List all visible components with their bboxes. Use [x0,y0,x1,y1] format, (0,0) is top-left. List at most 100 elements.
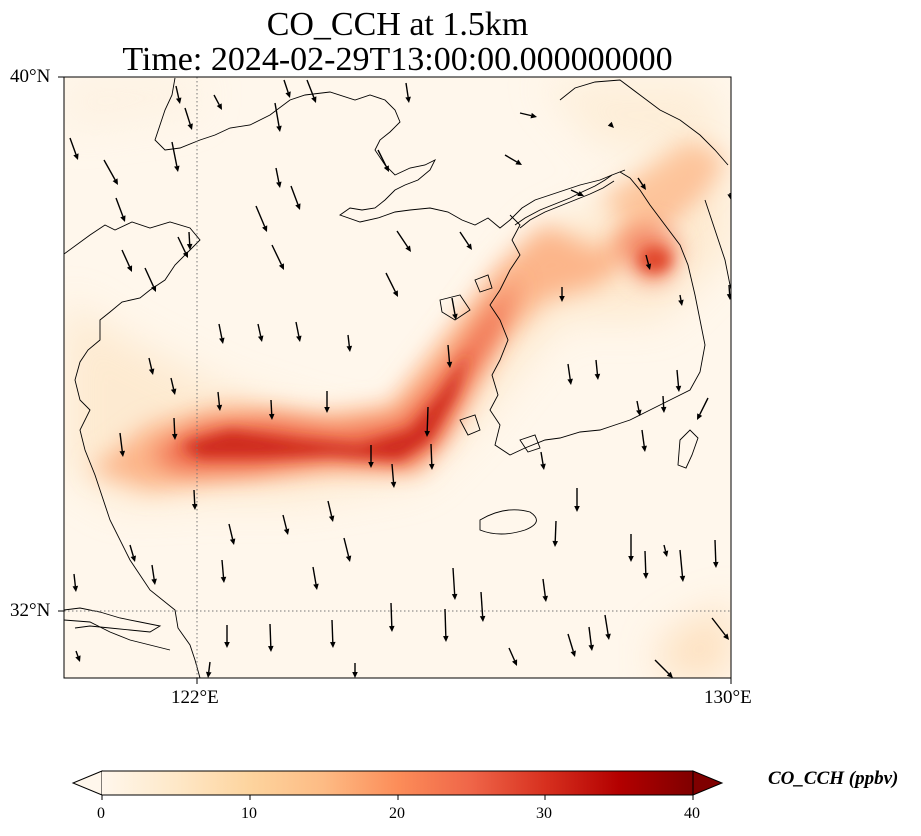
wind-arrow [542,578,549,602]
wind-arrow [405,82,411,103]
wind-arrow [377,149,389,172]
wind-arrow [144,267,157,292]
wind-arrow [184,107,193,130]
wind-arrow [675,369,682,392]
wind-arrow [385,272,398,297]
wind-arrow [604,614,611,640]
wind-arrow [103,159,118,185]
map-title-line2: Time: 2024-02-29T13:00:00.000000000 [122,41,673,78]
concentration-field [64,77,731,678]
wind-arrow [570,189,584,197]
wind-arrow [388,602,395,632]
colorbar-extend-max [692,770,724,796]
lat-tick-40N: 40°N [10,66,51,87]
colorbar-tick-label-0: 0 [97,805,105,822]
wind-arrow [588,626,595,651]
wind-arrow [75,650,81,662]
wind-arrow [268,399,275,420]
wind-arrow [346,334,353,352]
wind-arrow [283,79,291,98]
wind-arrow [69,137,79,160]
wind-arrow [271,244,284,270]
wind-arrow [324,391,330,413]
colorbar [71,770,724,800]
wind-arrow [290,185,301,210]
map-title-line1: CO_CCH at 1.5km [266,6,529,43]
wind-arrow [567,363,573,385]
wind-arrow [712,539,719,568]
map-frame [63,76,732,679]
wind-arrow [711,617,729,640]
colorbar-tick-label-40: 40 [684,805,700,822]
wind-arrow [727,192,731,200]
wind-arrow [479,591,486,622]
colorbar-gradient [102,771,693,795]
wind-arrow [224,625,230,648]
wind-arrow [257,323,264,342]
wind-vectors [69,79,731,678]
lon-tick-122E: 122°E [171,687,219,708]
wind-arrow [218,323,225,344]
wind-arrow [726,284,731,300]
wind-arrow [504,154,522,165]
colorbar-ticks [101,795,694,800]
wind-arrow [115,197,126,222]
wind-arrow [641,429,647,452]
coastlines [64,77,731,678]
wind-arrow [662,544,669,557]
wind-arrow [642,550,649,579]
wind-arrow [121,249,133,272]
wind-arrow [607,121,614,128]
wind-arrow [396,230,411,252]
wind-arrow [191,489,198,510]
wind-arrow [129,544,136,562]
wind-arrow [343,537,352,562]
wind-arrow [636,400,642,416]
colorbar-tick-label-20: 20 [389,805,405,822]
wind-arrow [508,647,518,666]
wind-arrow [274,102,282,132]
colorbar-extend-min [71,770,103,796]
wind-arrow [574,488,580,512]
wind-arrow [306,79,317,103]
wind-arrow [519,112,537,119]
wind-arrow [443,608,449,642]
lat-tick-32N: 32°N [10,600,51,621]
wind-arrow [424,406,430,437]
wind-arrow [213,94,222,110]
wind-arrow [282,514,290,535]
wind-arrow [186,231,193,250]
wind-arrow [678,294,684,306]
wind-arrow [637,177,646,190]
wind-arrow [567,633,576,657]
wind-arrow [697,397,709,420]
wind-arrow [255,205,268,232]
wind-arrow [459,231,472,250]
lon-tick-130E: 130°E [704,687,752,708]
wind-arrow [267,623,274,652]
wind-arrow [540,451,546,470]
colorbar-tick-label-30: 30 [536,805,552,822]
wind-arrow [205,661,212,678]
wind-arrow [171,417,178,440]
wind-arrow [312,566,319,590]
wind-arrow [654,659,673,678]
wind-arrow [390,463,397,488]
wind-arrow [216,391,223,411]
wind-arrow [220,559,227,583]
wind-arrow [679,549,686,582]
wind-arrow [228,523,236,545]
wind-arrow [645,254,652,270]
axis-tick-marks [58,76,732,684]
wind-arrow [428,443,435,470]
wind-arrow [451,297,458,320]
wind-arrow [352,663,358,678]
wind-arrow [446,344,453,368]
wind-arrow [119,432,126,457]
wind-arrow [660,395,667,413]
wind-arrow [329,619,336,648]
wind-arrow [451,567,458,600]
wind-arrow [175,85,182,104]
wind-arrow [559,287,565,302]
